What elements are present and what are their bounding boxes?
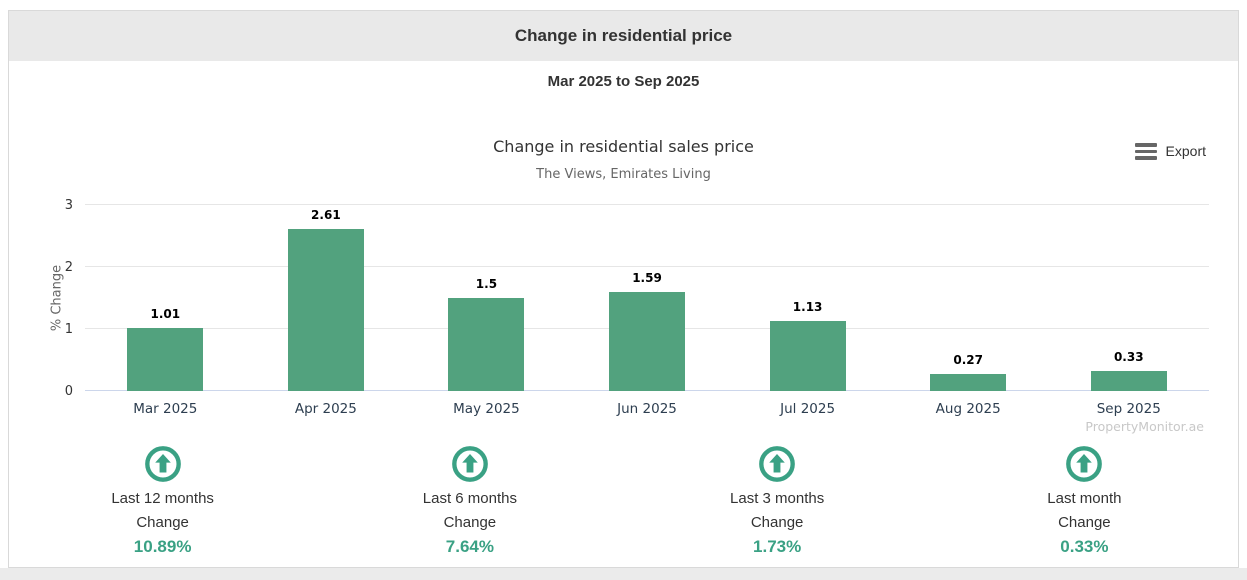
stats-row: Last 12 months Change 10.89% Last 6 months C… — [9, 445, 1238, 557]
y-tick-label: 3 — [64, 198, 73, 213]
y-tick-label: 0 — [64, 384, 73, 399]
stat-period-label: Last 12 months — [111, 490, 214, 507]
export-button[interactable]: Export — [1131, 139, 1210, 164]
bar-value-label: 2.61 — [311, 208, 341, 223]
bar-slot: 2.61 — [246, 205, 407, 391]
bar-slot: 0.33 — [1048, 205, 1209, 391]
date-range: Mar 2025 to Sep 2025 — [547, 73, 700, 90]
stat-value: 10.89% — [133, 537, 192, 556]
bar-slot: 1.5 — [406, 205, 567, 391]
stat-value: 1.73% — [753, 537, 802, 556]
watermark: PropertyMonitor.ae — [1085, 419, 1204, 434]
y-tick-label: 2 — [64, 260, 73, 276]
chart-title: Change in residential sales price — [493, 137, 754, 156]
x-axis-labels: Mar 2025 Apr 2025 May 2025 Jun 2025 Jul 2025… — [85, 401, 1209, 419]
stat-block-last-6-months: Last 6 months Change 7.64% — [316, 445, 623, 557]
bar-slot: 1.01 — [85, 205, 246, 391]
x-tick-label: Mar 2025 — [133, 401, 198, 417]
bar-aug-2025[interactable] — [930, 374, 1007, 391]
stat-value: 0.33% — [1060, 537, 1109, 556]
export-menu-icon — [1134, 143, 1157, 160]
stat-change-label: Change — [443, 514, 497, 531]
stat-block-last-12-months: Last 12 months Change 10.89% — [9, 445, 316, 557]
x-tick-label: Jun 2025 — [617, 401, 677, 417]
arrow-up-circle-icon — [144, 445, 182, 483]
bar-may-2025[interactable] — [448, 298, 525, 391]
page-title: Change in residential price — [514, 26, 733, 45]
page-background-strip — [0, 568, 1247, 580]
gridline — [85, 204, 1209, 205]
bar-value-label: 1.5 — [475, 277, 498, 291]
bar-value-label: 0.33 — [1113, 349, 1144, 364]
bar-mar-2025[interactable] — [127, 328, 204, 391]
bar-jul-2025[interactable] — [769, 320, 846, 391]
arrow-up-circle-icon — [758, 445, 796, 483]
stat-change-label: Change — [1058, 514, 1111, 531]
stat-change-label: Change — [750, 514, 804, 531]
gridline — [85, 266, 1209, 267]
bar-value-label: 1.13 — [792, 299, 823, 314]
x-tick-label: Apr 2025 — [294, 401, 357, 417]
bar-jun-2025[interactable] — [609, 292, 686, 391]
stat-change-label: Change — [136, 514, 189, 531]
bar-chart: % Change 0 1 2 3 1.01 2.61 1.5 1.59 1.13 0.27 0.33… — [9, 198, 1238, 435]
bar-sep-2025[interactable] — [1090, 370, 1167, 391]
stat-block-last-3-months: Last 3 months Change 1.73% — [624, 445, 931, 557]
y-tick-label: 1 — [64, 322, 73, 338]
bar-slot: 1.59 — [567, 205, 728, 391]
bar-value-label: 1.01 — [150, 307, 181, 322]
stat-period-label: Last 6 months — [422, 490, 517, 507]
x-tick-label: Jul 2025 — [780, 401, 836, 417]
stat-value: 7.64% — [445, 537, 494, 556]
export-label: Export — [1165, 143, 1206, 160]
bar-value-label: 1.59 — [632, 271, 662, 286]
stat-period-label: Last 3 months — [730, 490, 825, 507]
x-tick-label: Aug 2025 — [935, 401, 1001, 417]
card-header: Change in residential price — [9, 11, 1238, 61]
stat-period-label: Last month — [1047, 490, 1122, 507]
bar-apr-2025[interactable] — [287, 229, 364, 391]
bar-value-label: 0.27 — [953, 353, 983, 368]
x-tick-label: May 2025 — [453, 401, 520, 417]
bars: 1.01 2.61 1.5 1.59 1.13 0.27 0.33 — [85, 205, 1209, 391]
arrow-up-circle-icon — [1065, 445, 1103, 483]
x-tick-label: Sep 2025 — [1096, 401, 1161, 417]
arrow-up-circle-icon — [451, 445, 489, 483]
plot-area: % Change 0 1 2 3 1.01 2.61 1.5 1.59 1.13 0.27 0.33 — [50, 198, 1209, 399]
bar-slot: 1.13 — [727, 205, 888, 391]
stat-block-last-month: Last month Change 0.33% — [931, 445, 1238, 557]
chart-card: Change in residential price Mar 2025 to … — [8, 10, 1239, 568]
chart-subtitle: The Views, Emirates Living — [536, 167, 711, 182]
bar-slot: 0.27 — [888, 205, 1049, 391]
